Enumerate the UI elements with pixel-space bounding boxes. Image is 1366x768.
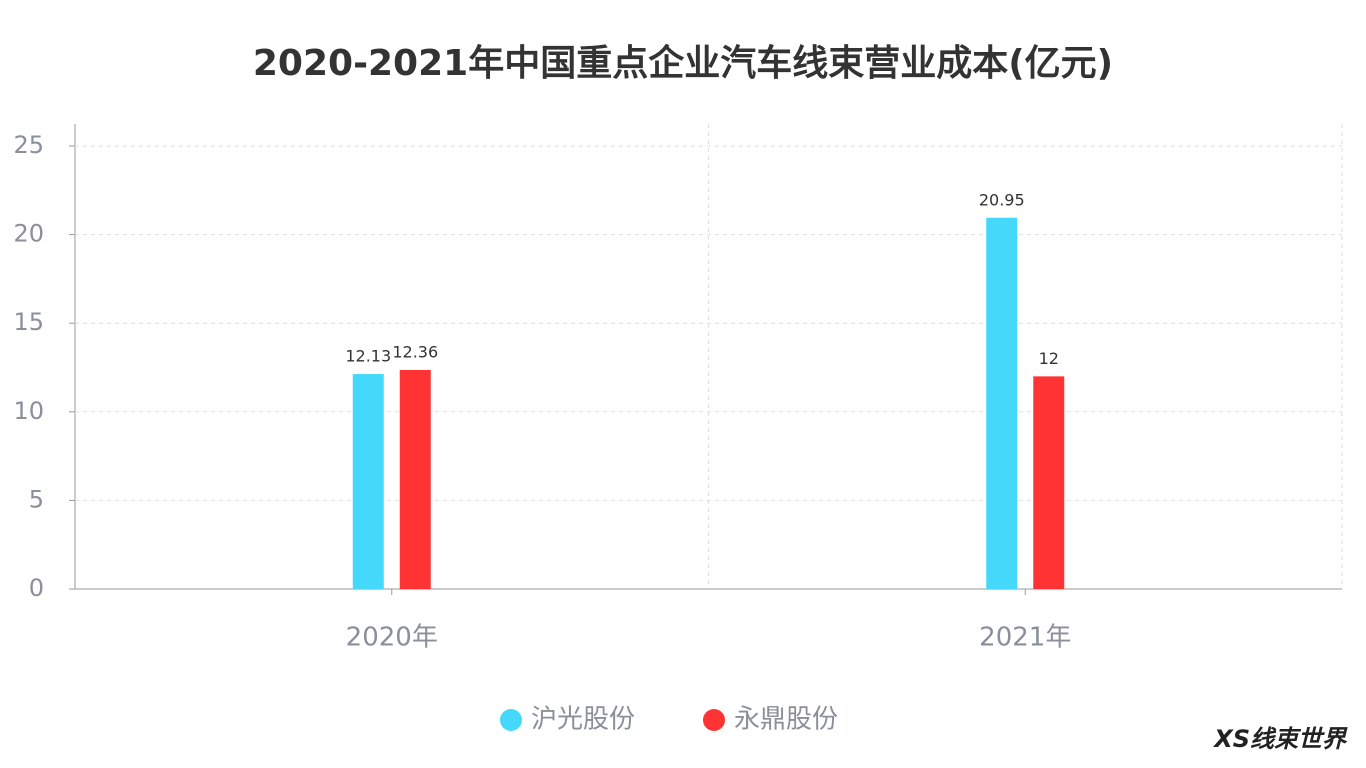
y-tick-label: 20 (13, 220, 44, 248)
value-label: 12 (1039, 349, 1059, 368)
value-label: 12.36 (392, 342, 438, 361)
chart-title: 2020-2021年中国重点企业汽车线束营业成本(亿元) (253, 42, 1113, 84)
x-tick-label: 2020年 (346, 623, 438, 653)
logo: XS线束世界 (1212, 725, 1348, 753)
y-tick-label: 5 (29, 485, 44, 513)
legend-label: 沪光股份 (531, 705, 635, 735)
y-tick-label: 25 (13, 131, 44, 159)
bar (986, 217, 1018, 590)
y-tick-label: 10 (13, 397, 44, 425)
bar (399, 369, 431, 589)
y-tick-label: 0 (29, 574, 44, 602)
value-label: 20.95 (979, 190, 1025, 209)
legend-marker (703, 709, 725, 731)
y-tick-label: 15 (13, 308, 44, 336)
x-tick-label: 2021年 (979, 623, 1071, 653)
value-label: 12.13 (345, 347, 391, 366)
bar (1033, 376, 1065, 589)
legend-label: 永鼎股份 (734, 705, 838, 735)
bar (352, 374, 384, 589)
legend-marker (500, 709, 522, 731)
